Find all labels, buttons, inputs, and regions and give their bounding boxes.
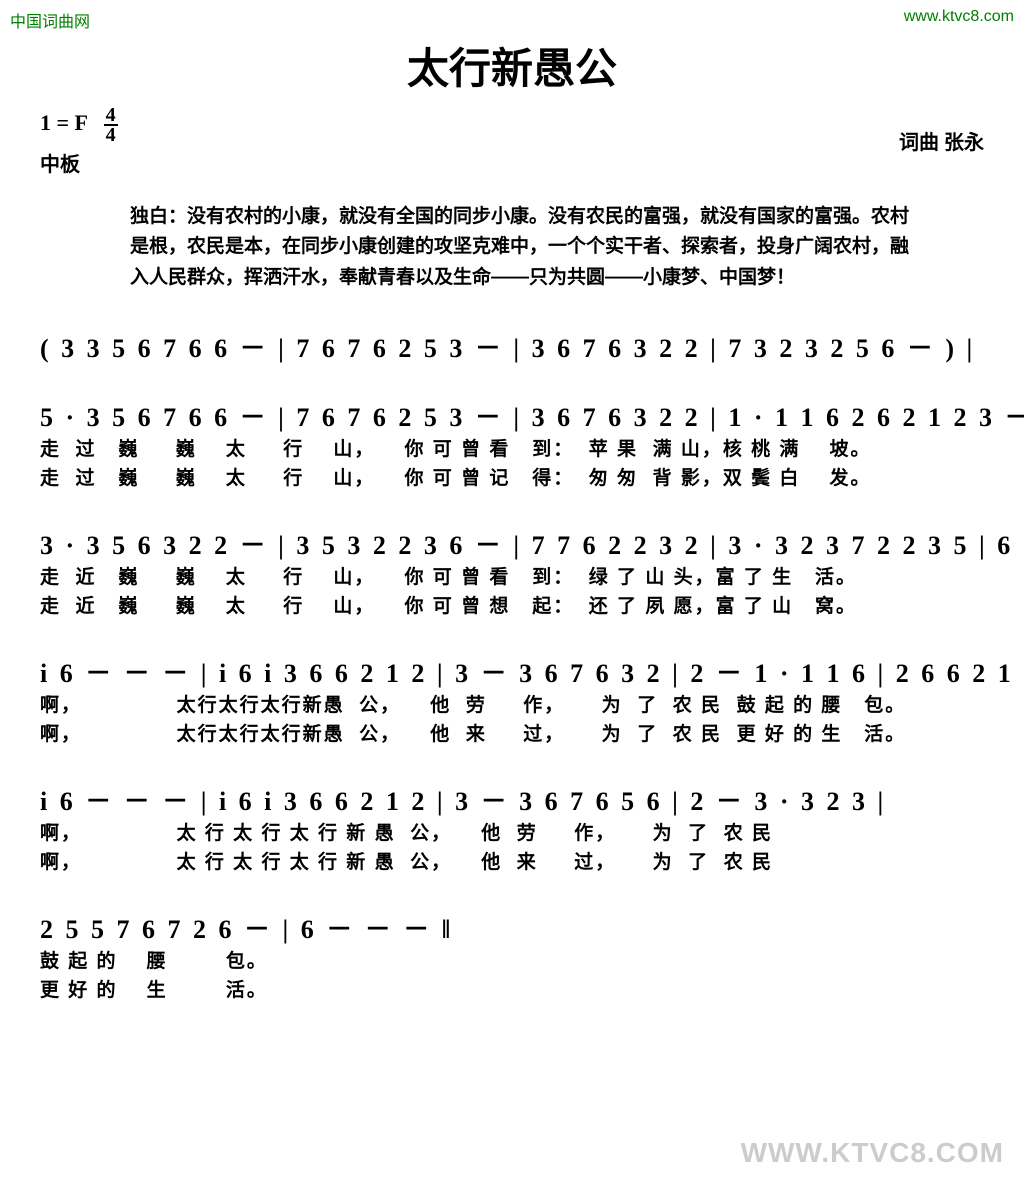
lyrics-line-2: 啊， 太 行 太 行 太 行 新 愚 公， 他 来 过， 为 了 农 民 [40,849,984,878]
monologue-text: 没有农村的小康，就没有全国的同步小康。没有农民的富强，就没有国家的富强。农村是根… [130,206,909,288]
lyrics-line-1: 鼓 起 的 腰 包。 [40,948,984,977]
lyrics-line-1: 啊， 太 行 太 行 太 行 新 愚 公， 他 劳 作， 为 了 农 民 [40,820,984,849]
monologue-label: 独白： [130,206,187,227]
lyrics-line-1: 走 过 巍 巍 太 行 山， 你 可 曾 看 到： 苹 果 满 山，核 桃 满 … [40,436,984,465]
lyrics-line-1: 啊， 太行太行太行新愚 公， 他 劳 作， 为 了 农 民 鼓 起 的 腰 包。 [40,692,984,721]
meta-row: 1 = F 4 4 中板 词曲 张永 [40,106,984,177]
music-system: 5 · 3 5 6 7 6 6 － | 7 6 7 6 2 5 3 － | 3 … [40,397,984,493]
song-title: 太行新愚公 [40,35,984,96]
key-signature: 1 = F [40,110,87,135]
time-signature: 4 4 [104,106,118,144]
lyrics-line-2: 更 好 的 生 活。 [40,977,984,1006]
monologue-block: 独白：没有农村的小康，就没有全国的同步小康。没有农民的富强，就没有国家的富强。农… [130,202,924,293]
notation-line: i 6 － － － | i 6 i 3 6 6 2 1 2 | 3 － 3 6 … [40,781,984,818]
tempo-marking: 中板 [40,148,118,177]
watermark-top-left: 中国词曲网 [10,8,90,32]
notation-line: 3 · 3 5 6 3 2 2 － | 3 5 3 2 2 3 6 － | 7 … [40,525,984,562]
watermark-bottom-right: WWW.KTVC8.COM [741,1137,1004,1169]
composer-credits: 词曲 张永 [899,126,984,177]
notation-line: 5 · 3 5 6 7 6 6 － | 7 6 7 6 2 5 3 － | 3 … [40,397,984,434]
notation-line: i 6 － － － | i 6 i 3 6 6 2 1 2 | 3 － 3 6 … [40,653,984,690]
watermark-top-right: www.ktvc8.com [904,8,1014,26]
lyrics-line-1: 走 近 巍 巍 太 行 山， 你 可 曾 看 到： 绿 了 山 头，富 了 生 … [40,564,984,593]
music-system: i 6 － － － | i 6 i 3 6 6 2 1 2 | 3 － 3 6 … [40,653,984,749]
music-system: i 6 － － － | i 6 i 3 6 6 2 1 2 | 3 － 3 6 … [40,781,984,877]
lyrics-line-2: 啊， 太行太行太行新愚 公， 他 来 过， 为 了 农 民 更 好 的 生 活。 [40,721,984,750]
key-time-block: 1 = F 4 4 中板 [40,106,118,177]
music-system: 3 · 3 5 6 3 2 2 － | 3 5 3 2 2 3 6 － | 7 … [40,525,984,621]
sheet-music-page: 中国词曲网 www.ktvc8.com WWW.KTVC8.COM 太行新愚公 … [0,0,1024,1177]
music-system: 2 5 5 7 6 7 2 6 － | 6 － － － ‖ 鼓 起 的 腰 包。… [40,909,984,1005]
notation-line: 2 5 5 7 6 7 2 6 － | 6 － － － ‖ [40,909,984,946]
notation-line: ( 3 3 5 6 7 6 6 － | 7 6 7 6 2 5 3 － | 3 … [40,328,984,365]
lyrics-line-2: 走 过 巍 巍 太 行 山， 你 可 曾 记 得： 匆 匆 背 影，双 鬓 白 … [40,465,984,494]
music-system: ( 3 3 5 6 7 6 6 － | 7 6 7 6 2 5 3 － | 3 … [40,328,984,365]
lyrics-line-2: 走 近 巍 巍 太 行 山， 你 可 曾 想 起： 还 了 夙 愿，富 了 山 … [40,593,984,622]
